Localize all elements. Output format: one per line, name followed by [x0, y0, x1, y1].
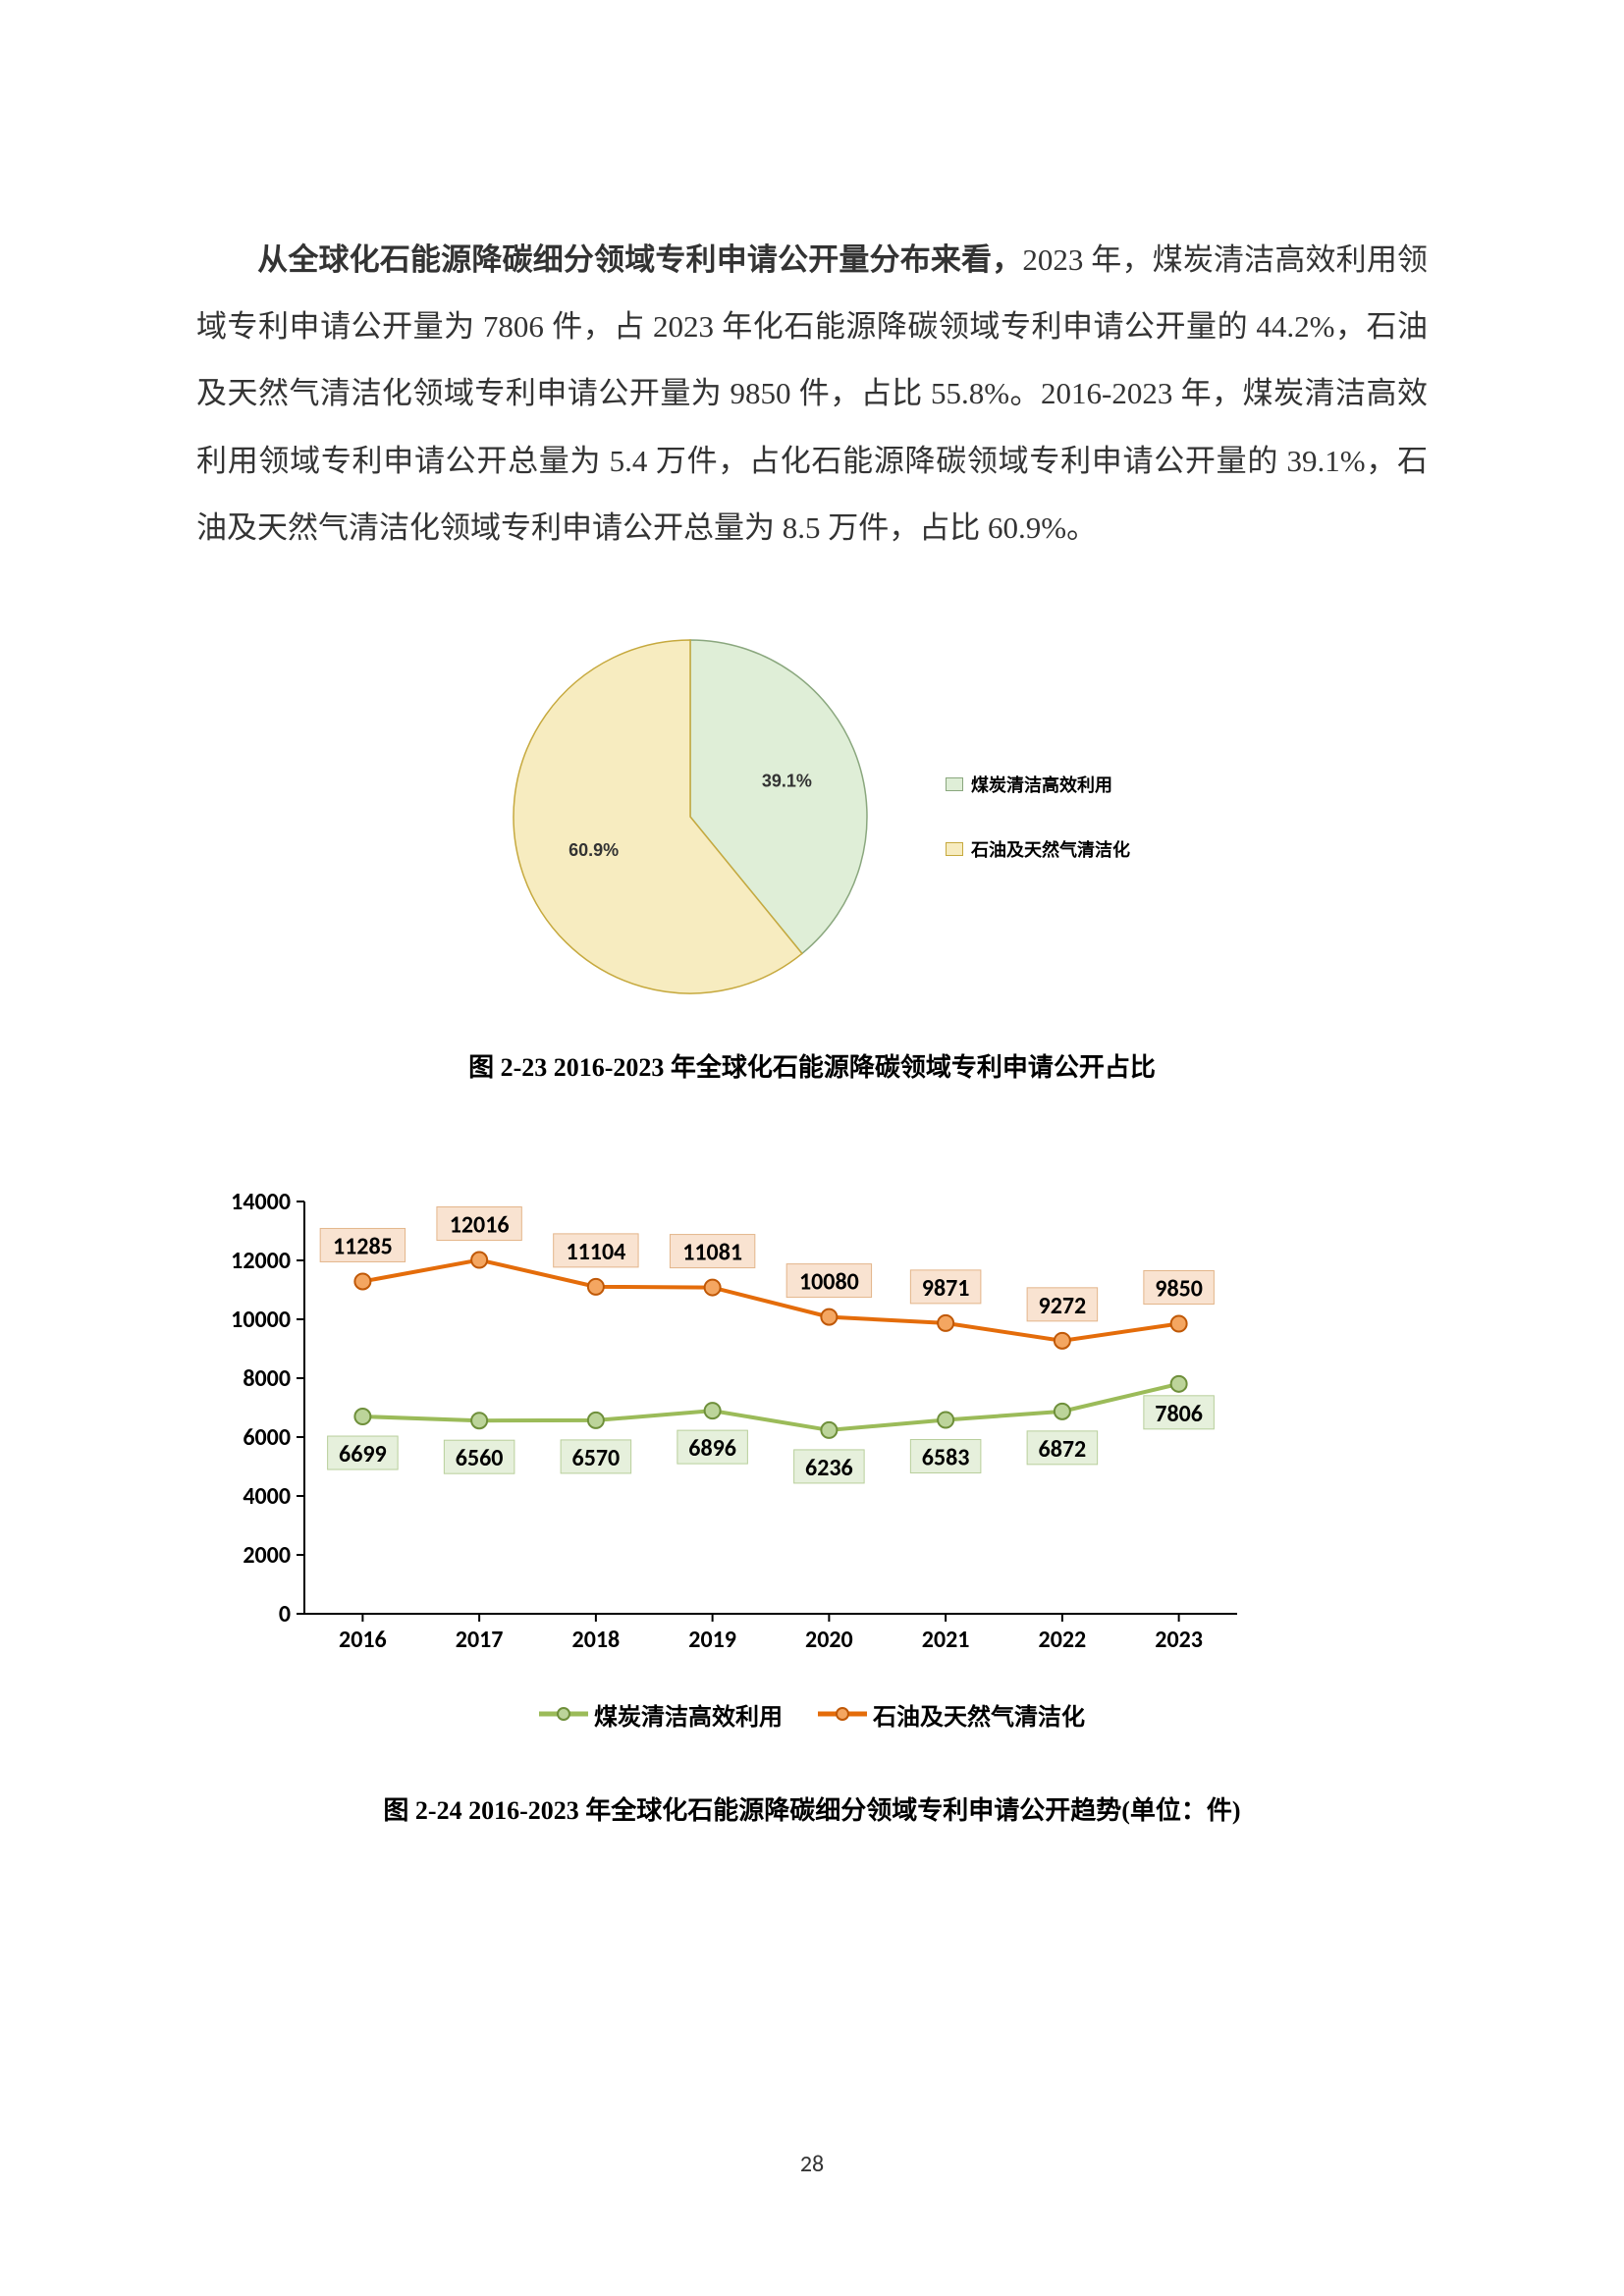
marker-coal: [354, 1409, 370, 1424]
y-tick-label: 10000: [231, 1306, 291, 1334]
data-label-coal: 7806: [1155, 1400, 1203, 1428]
y-tick-label: 12000: [231, 1247, 291, 1275]
data-label-oil: 12016: [450, 1210, 510, 1239]
marker-coal: [1055, 1404, 1070, 1419]
paragraph-lead: 从全球化石能源降碳细分领域专利申请公开量分布来看，: [257, 242, 1022, 277]
x-tick-label: 2023: [1155, 1626, 1203, 1654]
marker-coal: [938, 1412, 953, 1427]
y-tick-label: 6000: [243, 1423, 291, 1452]
data-label-coal: 6583: [922, 1443, 970, 1471]
marker-oil: [354, 1273, 370, 1289]
data-label-oil: 11104: [566, 1238, 625, 1266]
pie-chart: 39.1% 60.9%: [494, 620, 887, 1013]
main-paragraph: 从全球化石能源降碳细分领域专利申请公开量分布来看，2023 年，煤炭清洁高效利用…: [196, 227, 1428, 561]
pie-caption: 图 2-23 2016-2023 年全球化石能源降碳领域专利申请公开占比: [196, 1047, 1428, 1084]
pie-legend-item-1: 石油及天然气清洁化: [946, 836, 1130, 862]
data-label-oil: 9850: [1155, 1274, 1203, 1303]
data-label-oil: 10080: [799, 1268, 859, 1297]
legend-label: 石油及天然气清洁化: [971, 836, 1130, 862]
line-chart-block: 0 2000 4000 6000 8000 10000 12000 14000 2016 2017…: [196, 1172, 1428, 1827]
marker-oil: [821, 1309, 837, 1325]
data-label-coal: 6896: [688, 1434, 736, 1463]
marker-oil: [1055, 1333, 1070, 1349]
marker-coal: [1171, 1376, 1187, 1392]
data-label-coal: 6570: [572, 1444, 621, 1472]
marker-oil: [938, 1315, 953, 1331]
page: 从全球化石能源降碳细分领域专利申请公开量分布来看，2023 年，煤炭清洁高效利用…: [0, 0, 1624, 2296]
x-tick-label: 2016: [339, 1626, 387, 1654]
line-caption: 图 2-24 2016-2023 年全球化石能源降碳细分领域专利申请公开趋势(单…: [196, 1790, 1428, 1827]
legend-label: 煤炭清洁高效利用: [594, 1697, 783, 1732]
marker-oil: [588, 1279, 604, 1295]
data-label-oil: 9871: [922, 1274, 970, 1303]
data-label-oil: 11081: [682, 1239, 742, 1267]
data-label-coal: 6699: [339, 1440, 387, 1468]
pie-label-1: 60.9%: [568, 840, 619, 860]
marker-coal: [821, 1422, 837, 1438]
y-tick-label: 14000: [231, 1188, 291, 1216]
x-tick-label: 2021: [922, 1626, 970, 1654]
pie-legend: 煤炭清洁高效利用石油及天然气清洁化: [946, 772, 1130, 862]
legend-label: 煤炭清洁高效利用: [971, 772, 1112, 797]
x-tick-label: 2017: [456, 1626, 504, 1654]
marker-oil: [471, 1252, 487, 1267]
y-tick-label: 0: [279, 1600, 291, 1629]
legend-label: 石油及天然气清洁化: [873, 1697, 1085, 1732]
pie-label-0: 39.1%: [762, 772, 812, 791]
x-tick-label: 2022: [1039, 1626, 1087, 1654]
data-label-coal: 6872: [1039, 1435, 1087, 1464]
marker-oil: [1171, 1315, 1187, 1331]
legend-swatch-icon: [946, 842, 963, 856]
y-tick-label: 4000: [243, 1482, 291, 1511]
x-tick-label: 2020: [805, 1626, 853, 1654]
pie-chart-block: 39.1% 60.9% 煤炭清洁高效利用石油及天然气清洁化 图 2-23 2016…: [196, 620, 1428, 1084]
line-legend-item-oil: 石油及天然气清洁化: [818, 1697, 1085, 1732]
line-legend-item-coal: 煤炭清洁高效利用: [539, 1697, 783, 1732]
data-label-oil: 11285: [333, 1232, 393, 1260]
paragraph-rest: 2023 年，煤炭清洁高效利用领域专利申请公开量为 7806 件，占 2023 …: [196, 242, 1428, 545]
y-tick-label: 2000: [243, 1541, 291, 1570]
page-number: 28: [0, 2150, 1624, 2178]
data-label-oil: 9272: [1039, 1292, 1087, 1320]
line-chart: 0 2000 4000 6000 8000 10000 12000 14000 2016 2017…: [196, 1172, 1276, 1682]
x-tick-label: 2019: [688, 1626, 736, 1654]
y-tick-label: 8000: [243, 1364, 291, 1393]
marker-coal: [471, 1413, 487, 1428]
marker-coal: [588, 1413, 604, 1428]
data-label-coal: 6560: [456, 1444, 504, 1472]
pie-legend-item-0: 煤炭清洁高效利用: [946, 772, 1130, 797]
x-tick-label: 2018: [572, 1626, 621, 1654]
data-label-coal: 6236: [805, 1454, 853, 1482]
line-legend: 煤炭清洁高效利用 石油及天然气清洁化: [196, 1697, 1428, 1732]
marker-oil: [705, 1280, 721, 1296]
legend-swatch-icon: [946, 777, 963, 791]
marker-coal: [705, 1403, 721, 1418]
